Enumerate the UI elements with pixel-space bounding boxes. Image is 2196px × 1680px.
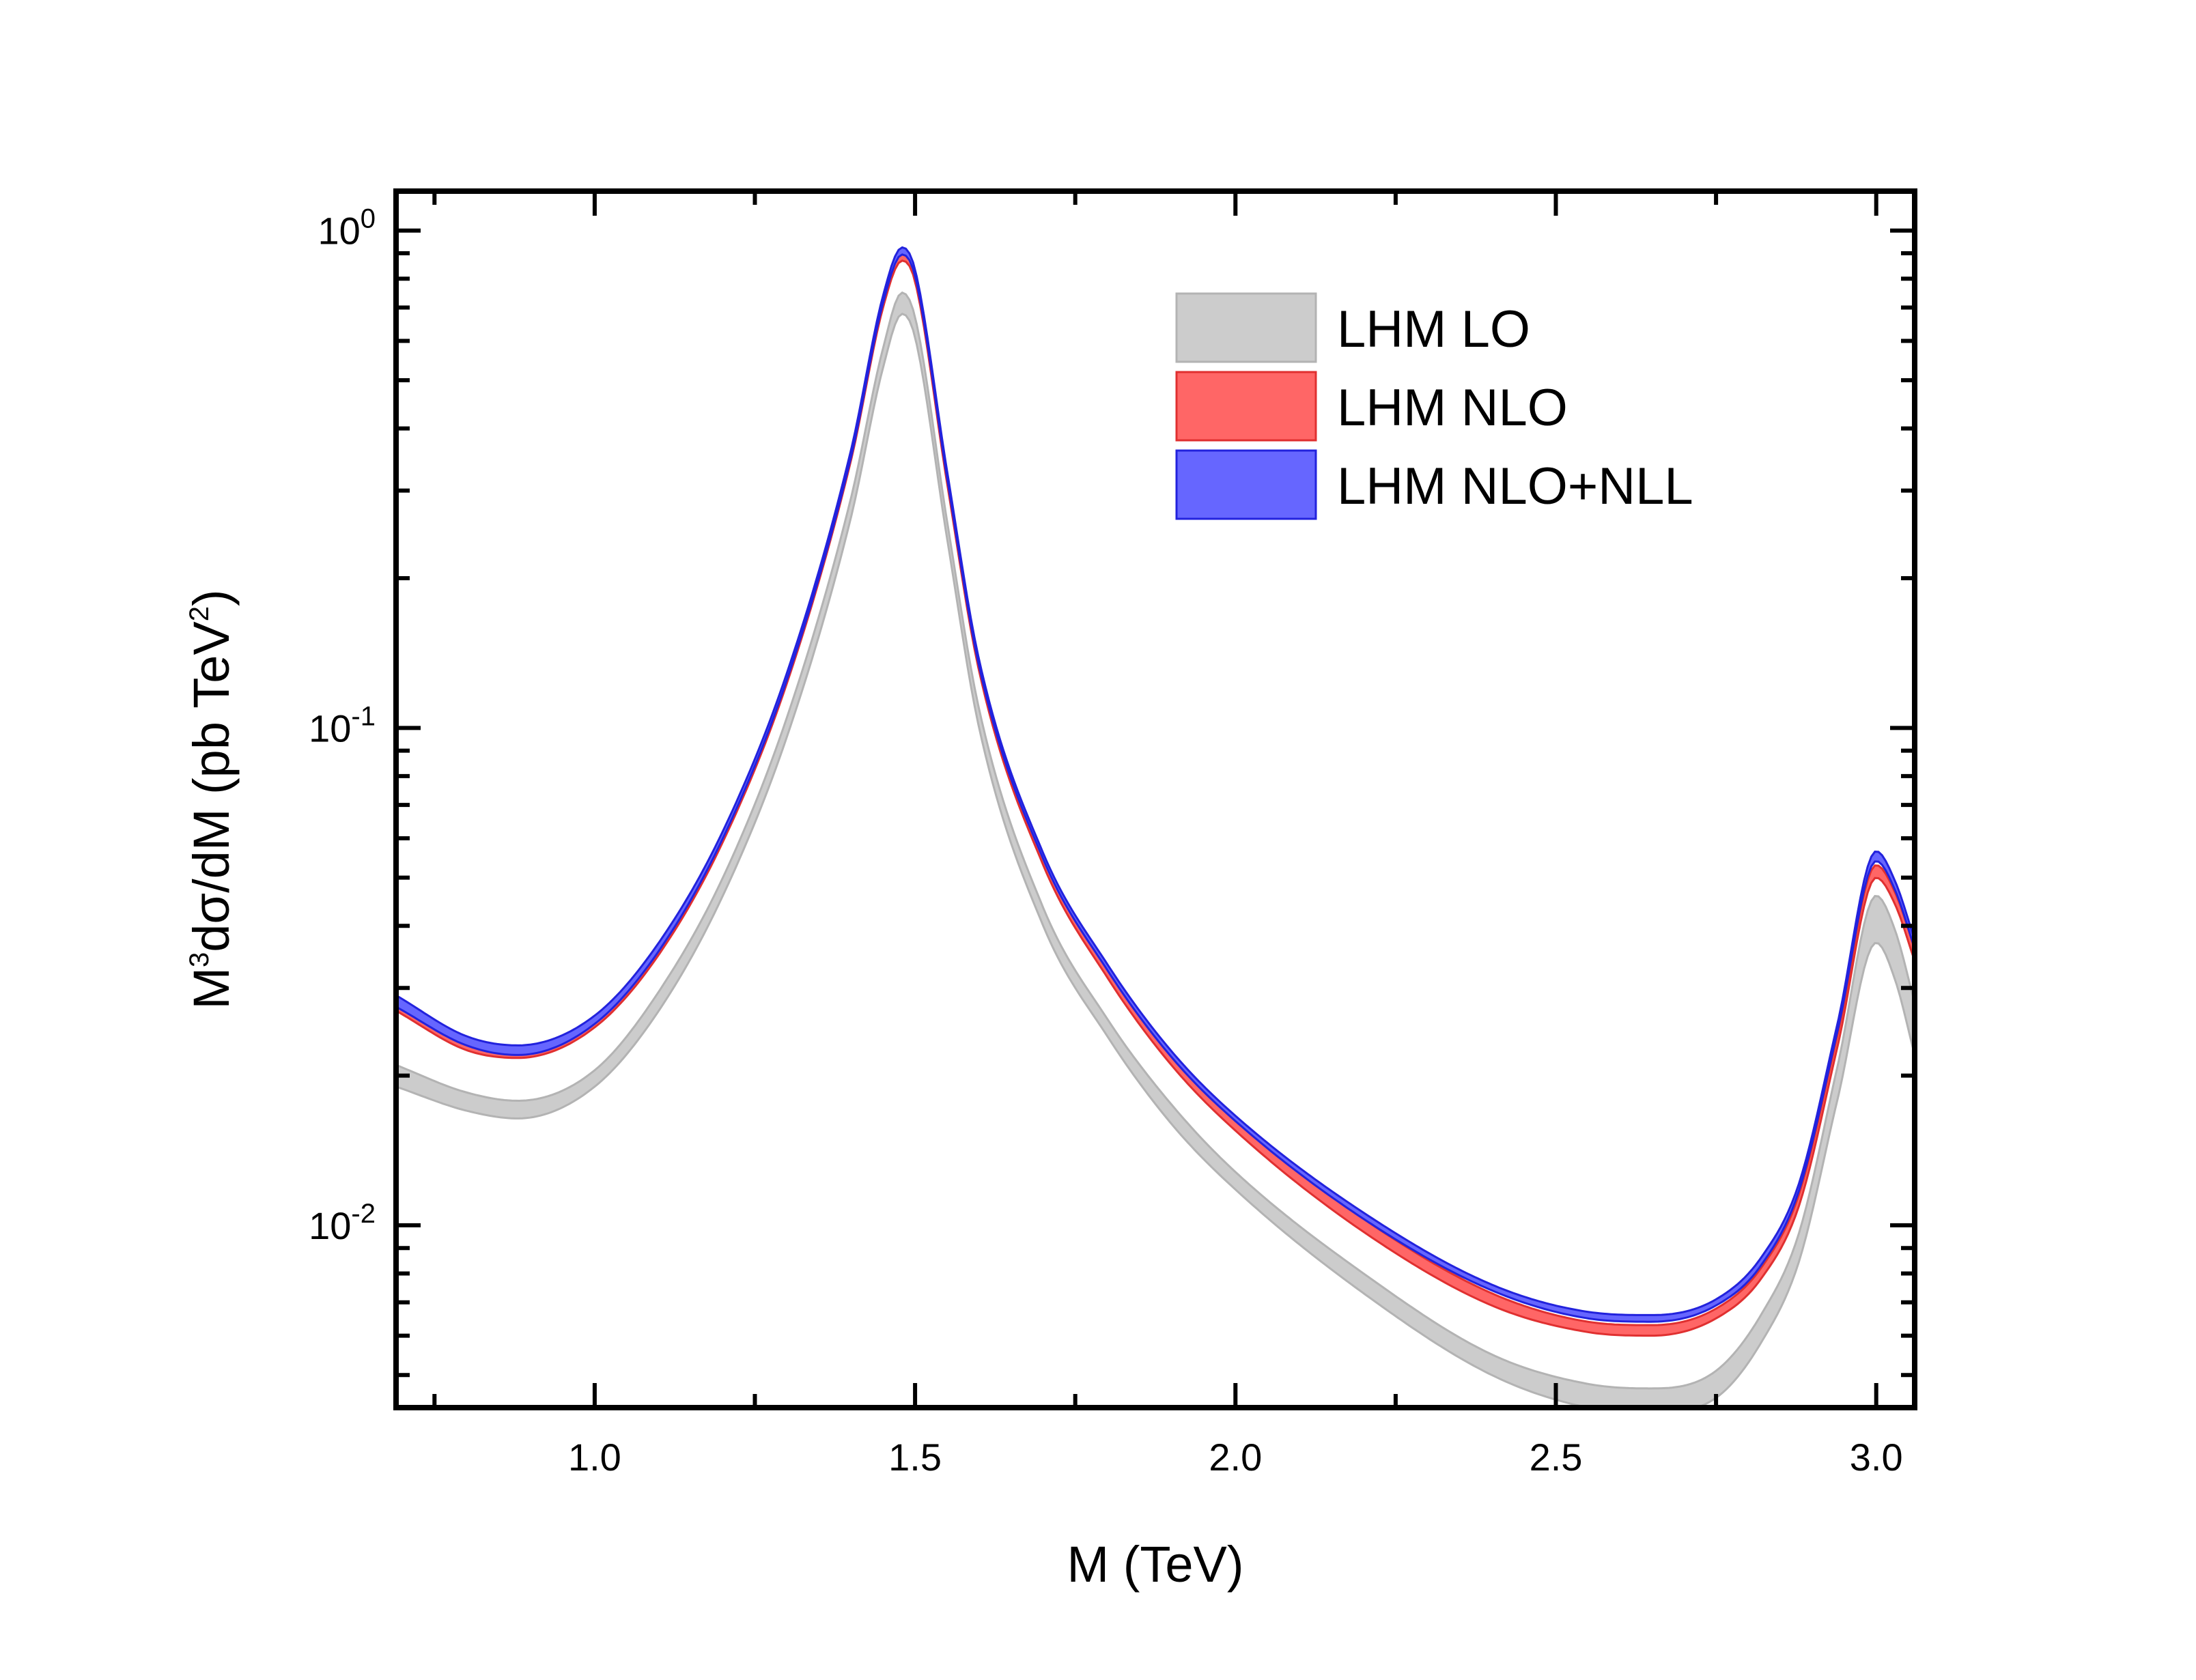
series-band-lhm-lo (396, 291, 1915, 1408)
plot-frame (393, 188, 1917, 1410)
data-bands (396, 246, 1915, 1408)
legend-label: LHM LO (1337, 300, 1530, 358)
x-tick-labels: 1.0 1.5 2.0 2.5 3.0 (568, 1436, 1903, 1479)
series-band-lhm-nlo-nll (396, 246, 1915, 1323)
axis-ticks (396, 191, 1915, 1408)
x-axis-title: M (TeV) (1067, 1536, 1244, 1593)
legend: LHM LO LHM NLO LHM NLO+NLL (1175, 292, 1693, 520)
x-tick-label: 3.0 (1850, 1436, 1903, 1479)
x-tick-label: 2.5 (1530, 1436, 1583, 1479)
legend-label: LHM NLO+NLL (1337, 457, 1693, 515)
y-tick-label: 10-1 (309, 701, 376, 750)
x-tick-label: 2.0 (1209, 1436, 1262, 1479)
x-tick-label: 1.0 (568, 1436, 621, 1479)
y-axis-title: M3dσ/dM (pb TeV2) (183, 589, 240, 1009)
y-tick-label: 100 (318, 204, 376, 253)
x-tick-label: 1.5 (888, 1436, 942, 1479)
legend-swatch (1175, 292, 1317, 363)
legend-swatch (1175, 371, 1317, 442)
legend-label: LHM NLO (1337, 379, 1568, 437)
y-tick-labels: 100 10-1 10-2 (309, 204, 376, 1247)
y-tick-label: 10-2 (309, 1199, 376, 1247)
legend-swatch (1175, 449, 1317, 520)
